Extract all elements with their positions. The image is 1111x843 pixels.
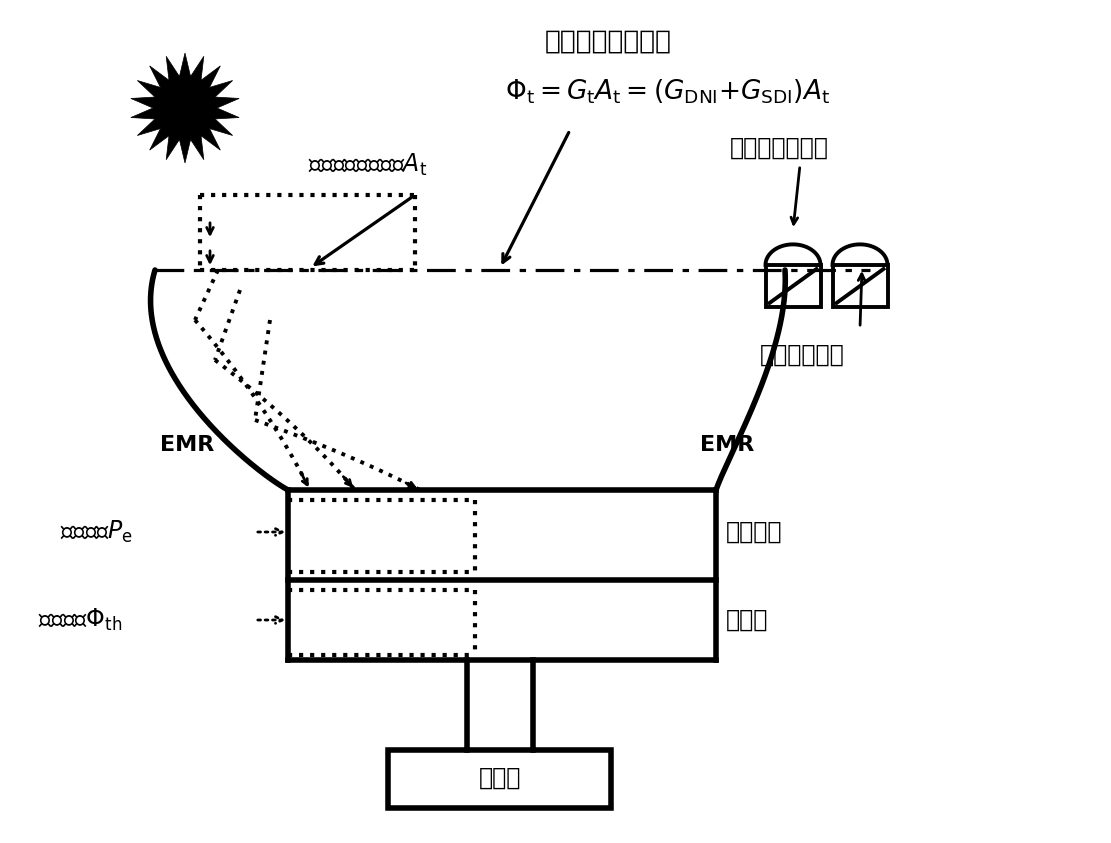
Bar	[388, 750, 611, 808]
Text: 太阳散射辐射表: 太阳散射辐射表	[730, 136, 829, 160]
Text: 太阳总辐射通量：: 太阳总辐射通量：	[546, 29, 672, 55]
Text: 光伏组件: 光伏组件	[725, 520, 782, 544]
Text: $\mathit{\Phi}_\mathrm{t}$$=$$\mathit{G}_\mathrm{t}$$\mathit{A}_\mathrm{t}$$=$$(: $\mathit{\Phi}_\mathrm{t}$$=$$\mathit{G}…	[506, 78, 830, 106]
Text: EMR: EMR	[700, 435, 754, 455]
Text: 产电功率$\mathit{P}_\mathrm{e}$: 产电功率$\mathit{P}_\mathrm{e}$	[60, 519, 133, 545]
Bar	[832, 265, 888, 307]
Text: 产热流量$\mathit{\Phi}_\mathrm{th}$: 产热流量$\mathit{\Phi}_\mathrm{th}$	[38, 607, 122, 633]
Text: 散热器: 散热器	[725, 608, 769, 632]
Text: 入射光孔采光面积$\mathit{A}_\mathrm{t}$: 入射光孔采光面积$\mathit{A}_\mathrm{t}$	[308, 152, 428, 178]
Text: EMR: EMR	[160, 435, 214, 455]
Polygon shape	[131, 53, 239, 163]
Bar	[765, 265, 821, 307]
Text: 跟踪器: 跟踪器	[479, 766, 521, 790]
Text: 太阳总辐射表: 太阳总辐射表	[760, 343, 844, 367]
